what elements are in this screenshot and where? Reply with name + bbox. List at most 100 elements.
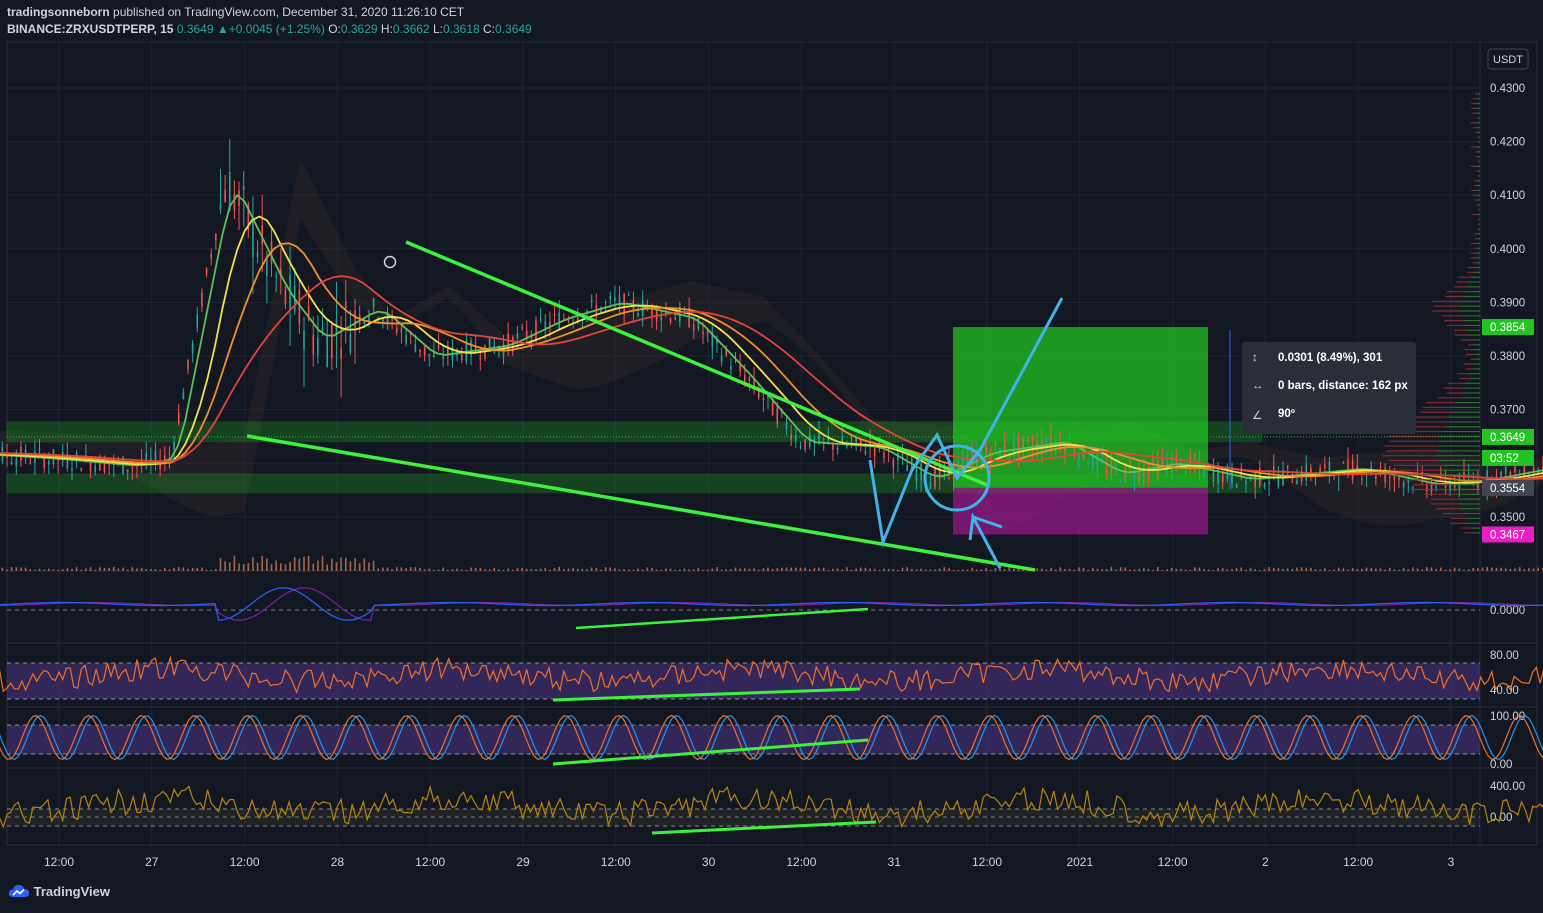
volume-bar — [460, 569, 463, 571]
volume-bar — [108, 567, 110, 571]
volume-bar — [725, 569, 728, 571]
candle-body — [627, 294, 630, 296]
volume-bar — [511, 569, 514, 571]
volume-bar — [637, 568, 639, 571]
volume-bar — [1532, 568, 1535, 571]
volume-bar — [205, 569, 208, 571]
candle-body — [651, 305, 653, 318]
candle-body — [753, 377, 755, 390]
candle-body — [442, 356, 444, 359]
volume-bar — [618, 569, 621, 571]
volume-bar — [827, 569, 830, 571]
volume-bar — [971, 567, 973, 571]
stop-zone — [953, 487, 1208, 535]
candle-body — [15, 458, 18, 467]
author-name[interactable]: tradingsonneborn — [7, 5, 110, 19]
volume-bar — [818, 567, 820, 571]
tradingview-logo[interactable]: TradingView — [8, 884, 110, 899]
candle-body — [405, 335, 407, 344]
volume-bar — [813, 567, 816, 571]
candle-body — [47, 460, 50, 465]
volume-bar — [419, 567, 421, 571]
candle-body — [618, 295, 621, 306]
volume-bar — [1059, 567, 1062, 571]
volume-bar — [1453, 567, 1456, 571]
candle-body — [1412, 487, 1414, 489]
candle-body — [29, 462, 32, 464]
candle-body — [665, 312, 667, 314]
volume-bar — [377, 568, 380, 571]
symbol-label[interactable]: BINANCE:ZRXUSDTPERP, 15 — [7, 22, 174, 36]
price-tick-label: 0.3800 — [1490, 351, 1525, 363]
oscillator-line — [0, 714, 1543, 761]
volume-bar — [1129, 569, 1131, 571]
volume-bar — [1514, 568, 1516, 571]
angle-icon: ∠ — [1252, 410, 1263, 422]
target-zone — [953, 327, 1208, 488]
volume-bar — [238, 563, 240, 571]
candle-body — [266, 256, 268, 277]
volume-bar — [730, 569, 732, 571]
candle-body — [938, 464, 941, 479]
candle-body — [419, 349, 421, 352]
time-tick-label: 31 — [888, 855, 902, 869]
volume-bar — [525, 568, 528, 571]
candle-body — [1138, 466, 1140, 481]
candle-body — [145, 453, 148, 464]
volume-bar — [697, 567, 700, 571]
candle-body — [725, 349, 728, 356]
candle-body — [1096, 453, 1099, 470]
candle-body — [1003, 443, 1006, 456]
volume-bar — [1491, 567, 1493, 571]
volume-bar — [1296, 567, 1298, 571]
candle-body — [1514, 466, 1516, 473]
candle-body — [354, 310, 356, 328]
volume-bar — [1333, 569, 1335, 571]
volume-bar — [187, 568, 189, 571]
candle-body — [609, 296, 612, 300]
volume-bar — [1082, 567, 1085, 571]
candle-body — [312, 335, 315, 355]
candle-body — [1296, 480, 1298, 485]
volume-bar — [985, 568, 987, 571]
candle-body — [1328, 461, 1331, 475]
open-value: 0.3629 — [340, 22, 378, 36]
volume-bar — [790, 567, 792, 571]
volume-bar — [1523, 569, 1526, 571]
volume-bar — [1361, 568, 1363, 571]
volume-bar — [595, 567, 598, 571]
volume-bar — [590, 567, 593, 571]
price-badge-label: 0.3854 — [1490, 322, 1526, 334]
volume-bar — [24, 567, 27, 571]
volume-bar — [1449, 569, 1451, 571]
candle-body — [1101, 458, 1103, 461]
chart-canvas[interactable]: USDT 0.4300 0.4200 0.4100 0.4000 0.3900 0.3800… — [0, 0, 1543, 880]
volume-bar — [1444, 569, 1447, 571]
candle-body — [948, 460, 950, 473]
price-tick-label: 0.3500 — [1490, 512, 1525, 524]
candle-body — [1245, 480, 1247, 485]
candle-body — [739, 363, 741, 372]
candle-body — [284, 289, 287, 304]
candle-body — [205, 268, 208, 276]
volume-bar — [651, 567, 653, 571]
oscillator-line — [0, 784, 1543, 829]
candle-body — [303, 330, 305, 350]
volume-bar — [1347, 569, 1349, 571]
volume-bar — [1430, 567, 1433, 571]
volume-bar — [915, 569, 918, 571]
volume-bar — [855, 568, 857, 571]
volume-bar — [1463, 569, 1465, 571]
volume-bar — [1286, 568, 1289, 571]
candle-body — [1361, 478, 1363, 480]
candle-body — [971, 453, 973, 455]
volume-bar — [1091, 567, 1094, 571]
candle-body — [210, 253, 212, 259]
volume-bar — [312, 563, 315, 571]
candle-body — [247, 204, 250, 230]
volume-bar — [140, 567, 143, 571]
volume-bar — [182, 567, 185, 571]
volume-bar — [391, 568, 393, 571]
volume-bar — [1124, 567, 1127, 571]
volume-bar — [1370, 567, 1372, 571]
